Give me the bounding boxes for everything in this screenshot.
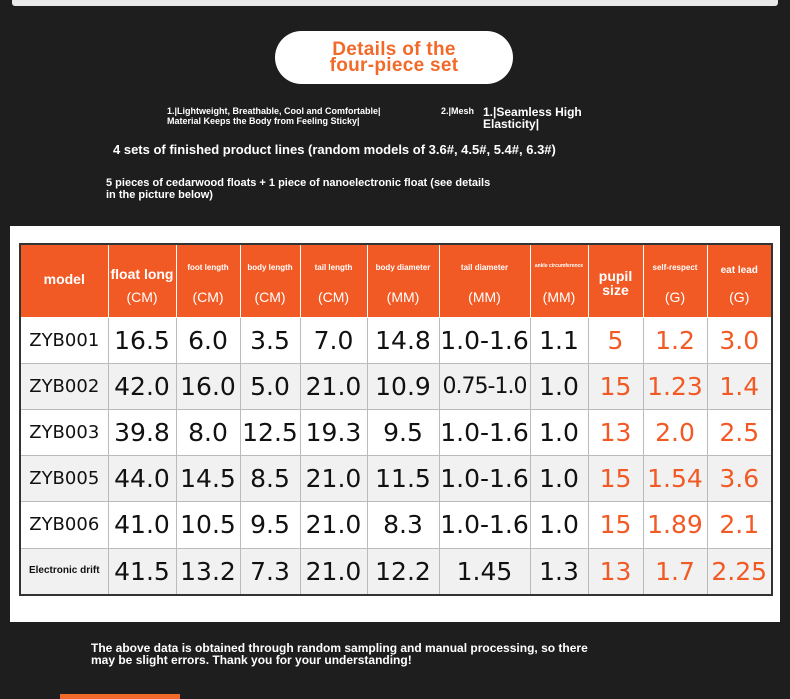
- value-cell: 1.0-1.6: [438, 316, 531, 365]
- value-cell: 15: [587, 455, 644, 503]
- value-cell: 1.0: [529, 409, 589, 457]
- value-cell: 19.3: [299, 409, 368, 457]
- top-divider: [12, 0, 778, 6]
- value-cell: 7.0: [299, 316, 368, 365]
- feature-text-3: 1.|Seamless High Elasticity|: [483, 105, 582, 131]
- table-row: ZYB005 44.0 14.5 8.5 21.0 11.5 1.0-1.6 1.0 15 1.5…: [19, 455, 773, 503]
- value-cell: 1.3: [529, 547, 589, 596]
- value-cell: 2.1: [706, 501, 773, 549]
- value-cell: 16.5: [107, 316, 177, 365]
- value-cell: 14.8: [366, 316, 440, 365]
- value-cell: 11.5: [366, 455, 440, 503]
- table-row: ZYB006 41.0 10.5 9.5 21.0 8.3 1.0-1.6 1.0 15 1.89…: [19, 501, 773, 549]
- value-cell: 1.89: [642, 501, 708, 549]
- feature-text-1: 1.|Lightweight, Breathable, Cool and Com…: [167, 106, 381, 126]
- value-cell: 1.0: [529, 363, 589, 411]
- value-cell: 1.23: [642, 363, 708, 411]
- header-ankle-circumference: ankle circumference (MM): [529, 243, 589, 318]
- table-row: ZYB001 16.5 6.0 3.5 7.0 14.8 1.0-1.6 1.1 5 1.2 3.0: [19, 316, 773, 365]
- value-cell: 1.45: [438, 547, 531, 596]
- header-self-respect: self-respect (G): [642, 243, 708, 318]
- value-cell: 14.5: [175, 455, 241, 503]
- value-cell: 9.5: [239, 501, 301, 549]
- value-cell: 13.2: [175, 547, 241, 596]
- title-line-1: Details of the: [332, 38, 456, 60]
- value-cell: 15: [587, 363, 644, 411]
- spec-table: model float long (CM) foot length (CM) bod…: [19, 243, 773, 596]
- section-title-badge: Details of the four-piece set: [275, 31, 513, 84]
- value-cell: 39.8: [107, 409, 177, 457]
- value-cell: 44.0: [107, 455, 177, 503]
- value-cell: 5.0: [239, 363, 301, 411]
- value-cell: 1.0-1.6: [438, 501, 531, 549]
- value-cell: 41.5: [107, 547, 177, 596]
- value-cell: 2.0: [642, 409, 708, 457]
- value-cell: 21.0: [299, 455, 368, 503]
- header-body-diameter: body diameter (MM): [366, 243, 440, 318]
- bottom-accent-bar: [60, 694, 180, 699]
- value-cell: 1.2: [642, 316, 708, 365]
- header-eat-lead: eat lead (G): [706, 243, 773, 318]
- value-cell: 13: [587, 409, 644, 457]
- value-cell: 21.0: [299, 363, 368, 411]
- header-tail-length: tail length (CM): [299, 243, 368, 318]
- header-pupil-size: pupil size: [587, 243, 644, 318]
- value-cell: 8.3: [366, 501, 440, 549]
- feature-text-2: 2.|Mesh: [441, 106, 475, 116]
- value-cell: 1.1: [529, 316, 589, 365]
- model-cell: ZYB001: [19, 316, 109, 365]
- value-cell: 41.0: [107, 501, 177, 549]
- value-cell: 42.0: [107, 363, 177, 411]
- value-cell: 2.25: [706, 547, 773, 596]
- table-row: ZYB003 39.8 8.0 12.5 19.3 9.5 1.0-1.6 1.0 13 2.0 2…: [19, 409, 773, 457]
- value-cell: 9.5: [366, 409, 440, 457]
- table-row: Electronic drift 41.5 13.2 7.3 21.0 12.2 1.45 1…: [19, 547, 773, 596]
- disclaimer-note: The above data is obtained through rando…: [91, 641, 588, 667]
- value-cell: 6.0: [175, 316, 241, 365]
- value-cell: 3.0: [706, 316, 773, 365]
- value-cell: 15: [587, 501, 644, 549]
- value-cell: 8.0: [175, 409, 241, 457]
- value-cell: 1.0-1.6: [438, 455, 531, 503]
- model-cell: ZYB006: [19, 501, 109, 549]
- value-cell: 1.4: [706, 363, 773, 411]
- model-cell: ZYB002: [19, 363, 109, 411]
- header-body-length: body length (CM): [239, 243, 301, 318]
- value-cell: 1.54: [642, 455, 708, 503]
- model-cell: ZYB005: [19, 455, 109, 503]
- floats-description: 5 pieces of cedarwood floats + 1 piece o…: [106, 177, 491, 201]
- header-model: model: [19, 243, 109, 318]
- header-float-long: float long (CM): [107, 243, 177, 318]
- table-header-row: model float long (CM) foot length (CM) bod…: [19, 243, 773, 318]
- product-sets-line: 4 sets of finished product lines (random…: [113, 142, 556, 157]
- model-cell: Electronic drift: [19, 547, 109, 596]
- value-cell: 1.0: [529, 501, 589, 549]
- value-cell: 12.5: [239, 409, 301, 457]
- value-cell: 1.0: [529, 455, 589, 503]
- value-cell: 21.0: [299, 547, 368, 596]
- value-cell: 10.9: [366, 363, 440, 411]
- header-foot-length: foot length (CM): [175, 243, 241, 318]
- value-cell: 2.5: [706, 409, 773, 457]
- table-row: ZYB002 42.0 16.0 5.0 21.0 10.9 0.75-1.0 1.0 15 1.…: [19, 363, 773, 411]
- title-line-2: four-piece set: [329, 54, 459, 76]
- value-cell: 13: [587, 547, 644, 596]
- value-cell: 7.3: [239, 547, 301, 596]
- value-cell: 8.5: [239, 455, 301, 503]
- value-cell: 1.7: [642, 547, 708, 596]
- value-cell: 12.2: [366, 547, 440, 596]
- value-cell: 10.5: [175, 501, 241, 549]
- value-cell: 0.75-1.0: [438, 363, 531, 411]
- value-cell: 5: [587, 316, 644, 365]
- value-cell: 16.0: [175, 363, 241, 411]
- model-cell: ZYB003: [19, 409, 109, 457]
- value-cell: 3.5: [239, 316, 301, 365]
- value-cell: 21.0: [299, 501, 368, 549]
- value-cell: 3.6: [706, 455, 773, 503]
- header-tail-diameter: tail diameter (MM): [438, 243, 531, 318]
- value-cell: 1.0-1.6: [438, 409, 531, 457]
